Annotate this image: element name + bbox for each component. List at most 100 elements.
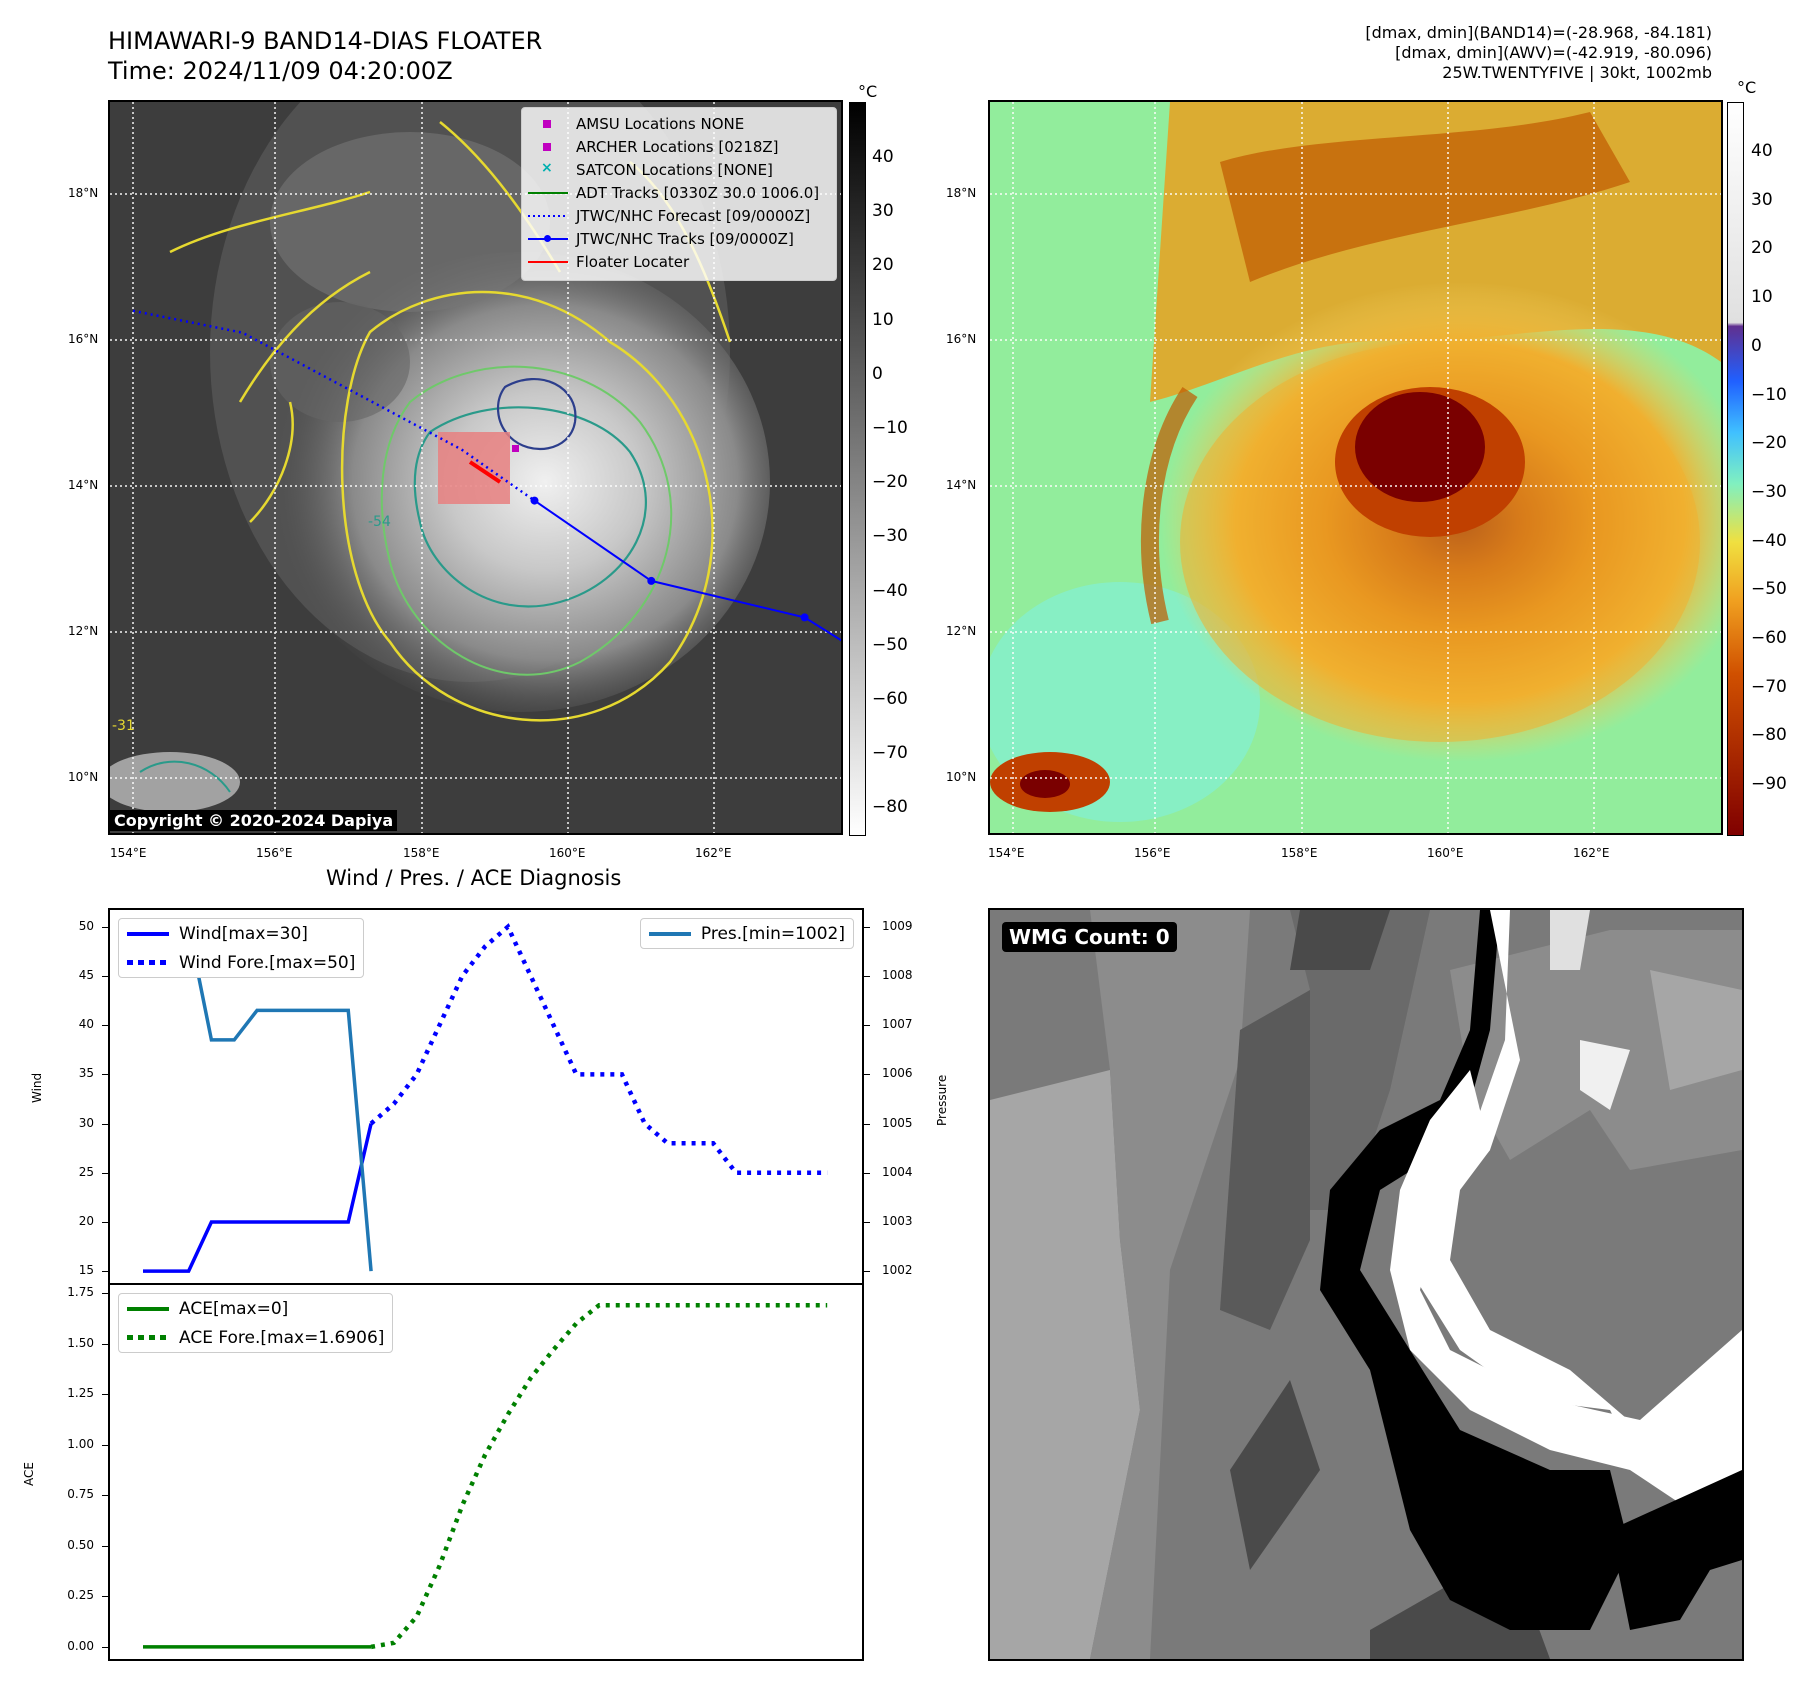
y-tick: 1003 — [882, 1213, 913, 1228]
ace-axis-label: ACE — [22, 1462, 36, 1486]
floater-locater-box — [438, 432, 510, 504]
y-tick-mark — [864, 1025, 870, 1027]
y-tick: 1004 — [882, 1164, 913, 1179]
pressure-legend: Pres.[min=1002] — [639, 918, 854, 949]
y-tick: 1002 — [882, 1263, 913, 1278]
lat-tick: 12°N — [68, 624, 99, 638]
y-tick-mark — [102, 1646, 108, 1648]
y-tick: 35 — [78, 1066, 94, 1081]
ace-plot — [143, 1302, 828, 1650]
diagnosis-title: Wind / Pres. / ACE Diagnosis — [326, 866, 622, 890]
y-tick: 0.50 — [67, 1537, 94, 1552]
wmg-panel[interactable]: WMG Count: 0 — [988, 908, 1744, 1661]
contour-label-2: -31 — [112, 718, 135, 734]
colorbar-tick: −50 — [1751, 579, 1787, 600]
colorbar-tick: −80 — [872, 797, 908, 818]
wmg-image — [990, 910, 1742, 1659]
y-tick-mark — [864, 1221, 870, 1223]
y-tick: 1.50 — [67, 1335, 94, 1350]
lon-tick: 160°E — [1427, 846, 1464, 860]
series-line — [143, 1123, 373, 1273]
left-colorbar — [849, 102, 866, 836]
y-tick-mark — [102, 1123, 108, 1125]
y-tick: 0.00 — [67, 1638, 94, 1653]
legend-label: JTWC/NHC Forecast [09/0000Z] — [576, 206, 811, 225]
figure-title-line2: Time: 2024/11/09 04:20:00Z — [108, 57, 453, 85]
y-tick: 40 — [78, 1017, 94, 1032]
wmg-count-label: WMG Count: 0 — [1002, 922, 1177, 952]
series-line — [143, 925, 373, 1272]
colorbar-tick: 40 — [1751, 141, 1773, 161]
colorbar-tick: 0 — [872, 363, 883, 384]
y-tick-mark — [102, 926, 108, 928]
y-tick-mark — [864, 1123, 870, 1125]
awv-map-panel[interactable] — [988, 100, 1723, 835]
map-legend: AMSU Locations NONE ARCHER Locations [021… — [521, 107, 837, 281]
header-info-line3: 25W.TWENTYFIVE | 30kt, 1002mb — [1442, 63, 1712, 82]
y-tick: 1006 — [882, 1066, 913, 1081]
map-legend-item: × SATCON Locations [NONE] — [522, 158, 836, 181]
awv-map-image — [990, 102, 1721, 833]
y-tick: 1009 — [882, 918, 913, 933]
lon-tick: 154°E — [988, 846, 1025, 860]
colorbar-tick: −70 — [872, 743, 908, 764]
map-legend-item: JTWC/NHC Forecast [09/0000Z] — [522, 204, 836, 227]
series-line — [369, 923, 828, 1176]
header-info-line2: [dmax, dmin](AWV)=(-42.919, -80.096) — [1395, 43, 1712, 62]
colorbar-tick: −40 — [1751, 530, 1787, 551]
y-tick-mark — [102, 1444, 108, 1446]
band14-map-panel[interactable]: -54 -31 AMSU Locations NONE ARCHER Locati… — [108, 100, 843, 835]
y-tick-mark — [102, 1025, 108, 1027]
colorbar-tick: −10 — [1751, 384, 1787, 405]
jtwc-forecast-track — [132, 309, 536, 502]
wind-axis-label: Wind — [30, 1072, 44, 1103]
y-tick: 25 — [78, 1164, 94, 1179]
y-tick-mark — [864, 975, 870, 977]
colorbar-tick: −10 — [872, 418, 908, 438]
colorbar-tick: −50 — [872, 634, 908, 655]
colorbar-tick: 30 — [1751, 189, 1773, 210]
y-tick: 50 — [78, 918, 94, 933]
contour-label-1: -54 — [368, 514, 391, 530]
legend-item-ace: ACE[max=0] — [119, 1294, 392, 1323]
y-tick: 20 — [78, 1213, 94, 1228]
legend-swatch: × — [541, 159, 553, 176]
y-tick: 1007 — [882, 1017, 913, 1032]
track-point — [800, 613, 809, 622]
archer-location-marker — [512, 445, 519, 452]
pressure-axis-label: Pressure — [935, 1074, 949, 1126]
lat-tick: 14°N — [946, 478, 977, 492]
legend-item-ace-forecast: ACE Fore.[max=1.6906] — [119, 1323, 392, 1352]
y-tick-mark — [102, 1074, 108, 1076]
colorbar-tick: 10 — [1751, 287, 1773, 308]
y-tick: 15 — [78, 1263, 94, 1278]
lon-tick: 162°E — [1573, 846, 1610, 860]
colorbar-tick: 0 — [1751, 335, 1762, 356]
lat-tick: 16°N — [946, 332, 977, 346]
y-tick: 0.25 — [67, 1588, 94, 1603]
jtwc-track-line — [533, 499, 841, 642]
ace-chart[interactable]: ACE[max=0] ACE Fore.[max=1.6906] — [108, 1283, 864, 1661]
legend-swatch — [528, 186, 568, 200]
legend-swatch — [528, 209, 568, 223]
map-legend-item: Floater Locater — [522, 250, 836, 273]
wind-legend: Wind[max=30] Wind Fore.[max=50] — [118, 918, 365, 978]
copyright-label: Copyright © 2020-2024 Dapiya — [110, 810, 398, 831]
lat-tick: 18°N — [946, 186, 977, 200]
series-line — [370, 1302, 828, 1650]
wind-pressure-chart[interactable]: Wind[max=30] Wind Fore.[max=50] Pres.[mi… — [108, 908, 864, 1285]
legend-label: ADT Tracks [0330Z 30.0 1006.0] — [576, 183, 820, 202]
floater-locater-marker — [468, 460, 502, 484]
colorbar-tick: −70 — [1751, 676, 1787, 697]
colorbar-tick: −20 — [872, 472, 908, 493]
y-tick-mark — [102, 1271, 108, 1273]
y-tick-mark — [102, 1293, 108, 1295]
left-colorbar-unit: °C — [858, 82, 878, 101]
legend-swatch — [528, 255, 568, 269]
lat-tick: 18°N — [68, 186, 99, 200]
ace-legend: ACE[max=0] ACE Fore.[max=1.6906] — [118, 1293, 394, 1353]
lon-tick: 156°E — [256, 846, 293, 860]
lat-tick: 10°N — [946, 770, 977, 784]
legend-label: ARCHER Locations [0218Z] — [576, 137, 779, 156]
legend-label: AMSU Locations NONE — [576, 114, 745, 133]
